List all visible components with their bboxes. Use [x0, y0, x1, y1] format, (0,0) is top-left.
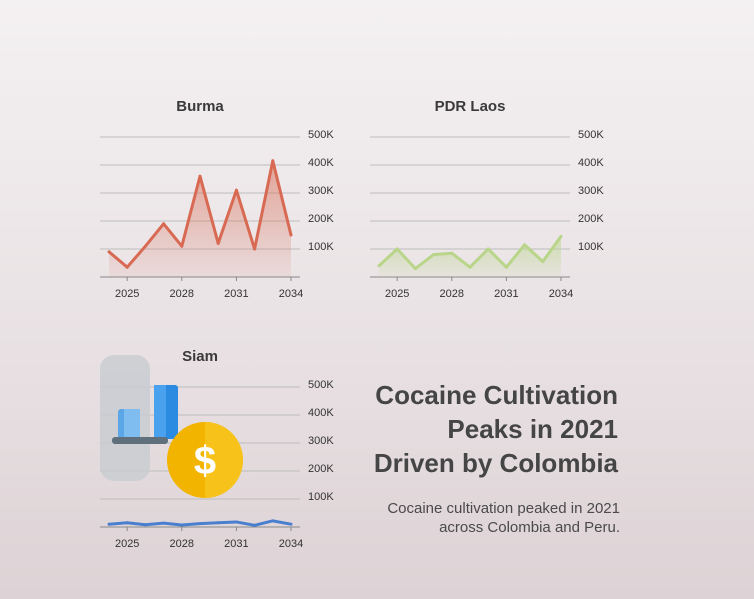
dollar-coin-icon: $	[167, 422, 243, 498]
burma-ytick-label: 400K	[308, 157, 334, 169]
burma-data-point	[125, 265, 129, 269]
burma-data-point	[107, 250, 111, 254]
burma-ytick-label: 100K	[308, 241, 334, 253]
coin-symbol: $	[194, 439, 216, 483]
siam-data-point	[216, 521, 220, 525]
siam-data-point	[198, 522, 202, 526]
laos-chart-title: PDR Laos	[434, 98, 506, 115]
laos-ytick-label: 300K	[578, 185, 604, 197]
burma-chart-title: Burma	[176, 98, 224, 115]
laos-data-point	[559, 234, 563, 238]
burma-data-point	[143, 244, 147, 248]
siam-xtick-label: 2028	[170, 538, 194, 550]
laos-xtick-label: 2025	[385, 288, 409, 300]
siam-data-point	[234, 520, 238, 524]
burma-area	[109, 160, 291, 277]
siam-xtick-label: 2034	[279, 538, 303, 550]
burma-data-point	[234, 188, 238, 192]
burma-ytick-label: 500K	[308, 129, 334, 141]
burma-xtick-label: 2025	[115, 288, 139, 300]
burma-data-point	[216, 241, 220, 245]
siam-chart-title: Siam	[182, 348, 218, 365]
laos-xtick-label: 2034	[549, 288, 573, 300]
siam-data-point	[125, 521, 129, 525]
siam-xtick-label: 2025	[115, 538, 139, 550]
laos-area	[379, 236, 561, 277]
finance-illustration: $	[100, 355, 243, 498]
headline-line-1: Cocaine Cultivation	[375, 380, 618, 410]
laos-data-point	[432, 253, 436, 257]
siam-ytick-label: 100K	[308, 491, 334, 503]
laos-ytick-label: 200K	[578, 213, 604, 225]
laos-data-point	[377, 264, 381, 268]
burma-xtick-label: 2031	[224, 288, 248, 300]
siam-data-point	[162, 521, 166, 525]
burma-data-point	[253, 247, 257, 251]
burma-data-point	[198, 174, 202, 178]
laos-data-point	[504, 265, 508, 269]
laos-data-point	[523, 243, 527, 247]
burma-ytick-label: 200K	[308, 213, 334, 225]
burma-xtick-label: 2028	[170, 288, 194, 300]
laos-xtick-label: 2028	[440, 288, 464, 300]
siam-data-point	[180, 523, 184, 527]
laos-data-point	[450, 251, 454, 255]
laos-data-point	[413, 267, 417, 271]
burma-xtick-label: 2034	[279, 288, 303, 300]
laos-data-point	[541, 260, 545, 264]
siam-chart: 100K 200K 300K 400K 500K 2025 2028 2031 2034	[100, 379, 334, 550]
siam-data-point	[271, 519, 275, 523]
siam-ytick-label: 400K	[308, 407, 334, 419]
burma-data-point	[180, 244, 184, 248]
siam-data-point	[107, 522, 111, 526]
laos-ytick-label: 500K	[578, 129, 604, 141]
subtext-line-2: across Colombia and Peru.	[439, 519, 620, 536]
laos-xtick-label: 2031	[494, 288, 518, 300]
laos-ytick-label: 400K	[578, 157, 604, 169]
burma-data-point	[289, 233, 293, 237]
headline-line-2: Peaks in 2021	[447, 414, 618, 444]
siam-ytick-label: 500K	[308, 379, 334, 391]
bar-chart-icon	[112, 385, 178, 444]
siam-data-point	[253, 523, 257, 527]
siam-data-point	[143, 523, 147, 527]
siam-ytick-label: 300K	[308, 435, 334, 447]
laos-data-point	[468, 265, 472, 269]
headline-line-3: Driven by Colombia	[373, 448, 618, 478]
siam-xtick-label: 2031	[224, 538, 248, 550]
subtext: Cocaine cultivation peaked in 2021 acros…	[300, 499, 620, 537]
headline: Cocaine Cultivation Peaks in 2021 Driven…	[318, 378, 618, 480]
burma-ytick-label: 300K	[308, 185, 334, 197]
subtext-line-1: Cocaine cultivation peaked in 2021	[387, 500, 620, 517]
burma-chart: 100K 200K 300K 400K 500K 2025 2028 2031 2034	[100, 129, 334, 300]
laos-data-point	[486, 247, 490, 251]
burma-data-point	[271, 159, 275, 163]
siam-ytick-label: 200K	[308, 463, 334, 475]
laos-ytick-label: 100K	[578, 241, 604, 253]
laos-chart: 100K 200K 300K 400K 500K 2025 2028 2031 2034	[370, 129, 604, 300]
laos-data-point	[395, 247, 399, 251]
burma-data-point	[162, 222, 166, 226]
siam-data-point	[289, 522, 293, 526]
